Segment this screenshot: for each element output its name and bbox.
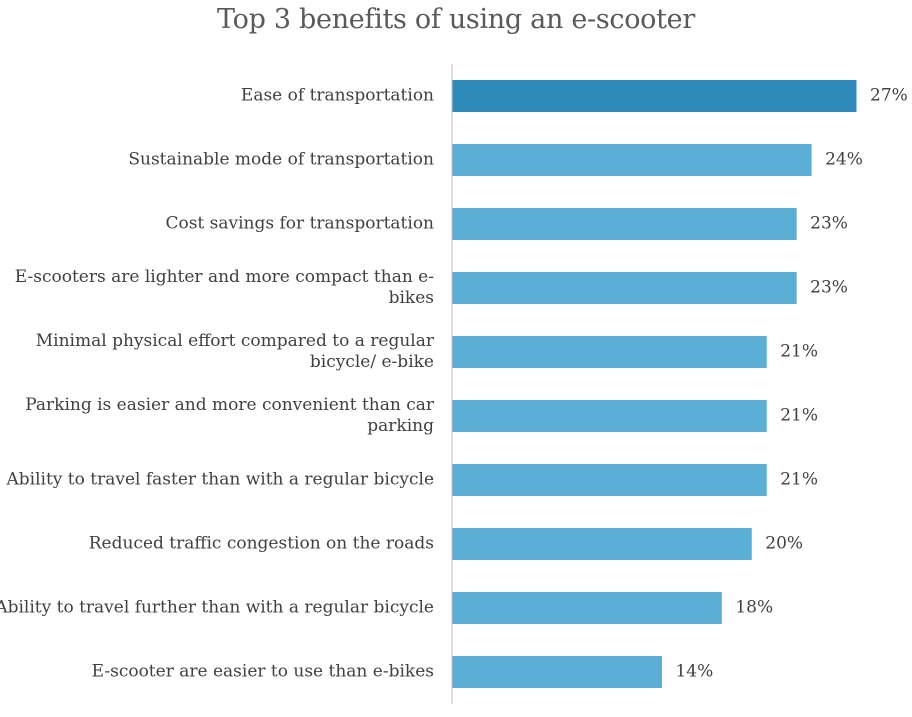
value-label-3: 23% xyxy=(810,214,848,234)
category-label-4: E-scooters are lighter and more compact … xyxy=(15,267,434,308)
bar-8 xyxy=(452,528,752,560)
value-label-6: 21% xyxy=(780,406,818,426)
category-label-9: Ability to travel further than with a re… xyxy=(0,598,434,618)
bar-5 xyxy=(452,336,767,368)
value-label-7: 21% xyxy=(780,470,818,490)
value-label-2: 24% xyxy=(825,150,863,170)
value-label-5: 21% xyxy=(780,342,818,362)
bar-2 xyxy=(452,144,812,176)
bar-3 xyxy=(452,208,797,240)
chart-title: Top 3 benefits of using an e-scooter xyxy=(217,4,695,35)
category-label-5: Minimal physical effort compared to a re… xyxy=(36,331,435,372)
bar-4 xyxy=(452,272,797,304)
category-label-3: Cost savings for transportation xyxy=(165,214,434,234)
bar-1 xyxy=(452,80,857,112)
category-label-1: Ease of transportation xyxy=(241,86,434,106)
value-label-9: 18% xyxy=(735,598,773,618)
category-label-10: E-scooter are easier to use than e-bikes xyxy=(92,662,434,682)
value-label-8: 20% xyxy=(765,534,803,554)
value-labels-group: 27% 24% 23% 23% 21% 21% 21% 20% 18% 14% xyxy=(675,86,907,682)
bars-group xyxy=(452,80,857,688)
bar-6 xyxy=(452,400,767,432)
category-label-8: Reduced traffic congestion on the roads xyxy=(89,534,434,554)
value-label-10: 14% xyxy=(675,662,713,682)
value-label-4: 23% xyxy=(810,278,848,298)
bar-10 xyxy=(452,656,662,688)
bar-9 xyxy=(452,592,722,624)
category-label-2: Sustainable mode of transportation xyxy=(128,150,434,170)
category-label-6: Parking is easier and more convenient th… xyxy=(25,395,435,436)
category-label-7: Ability to travel faster than with a reg… xyxy=(5,470,434,490)
category-labels-group: Ease of transportation Sustainable mode o… xyxy=(0,86,435,682)
bar-7 xyxy=(452,464,767,496)
value-label-1: 27% xyxy=(870,86,908,106)
